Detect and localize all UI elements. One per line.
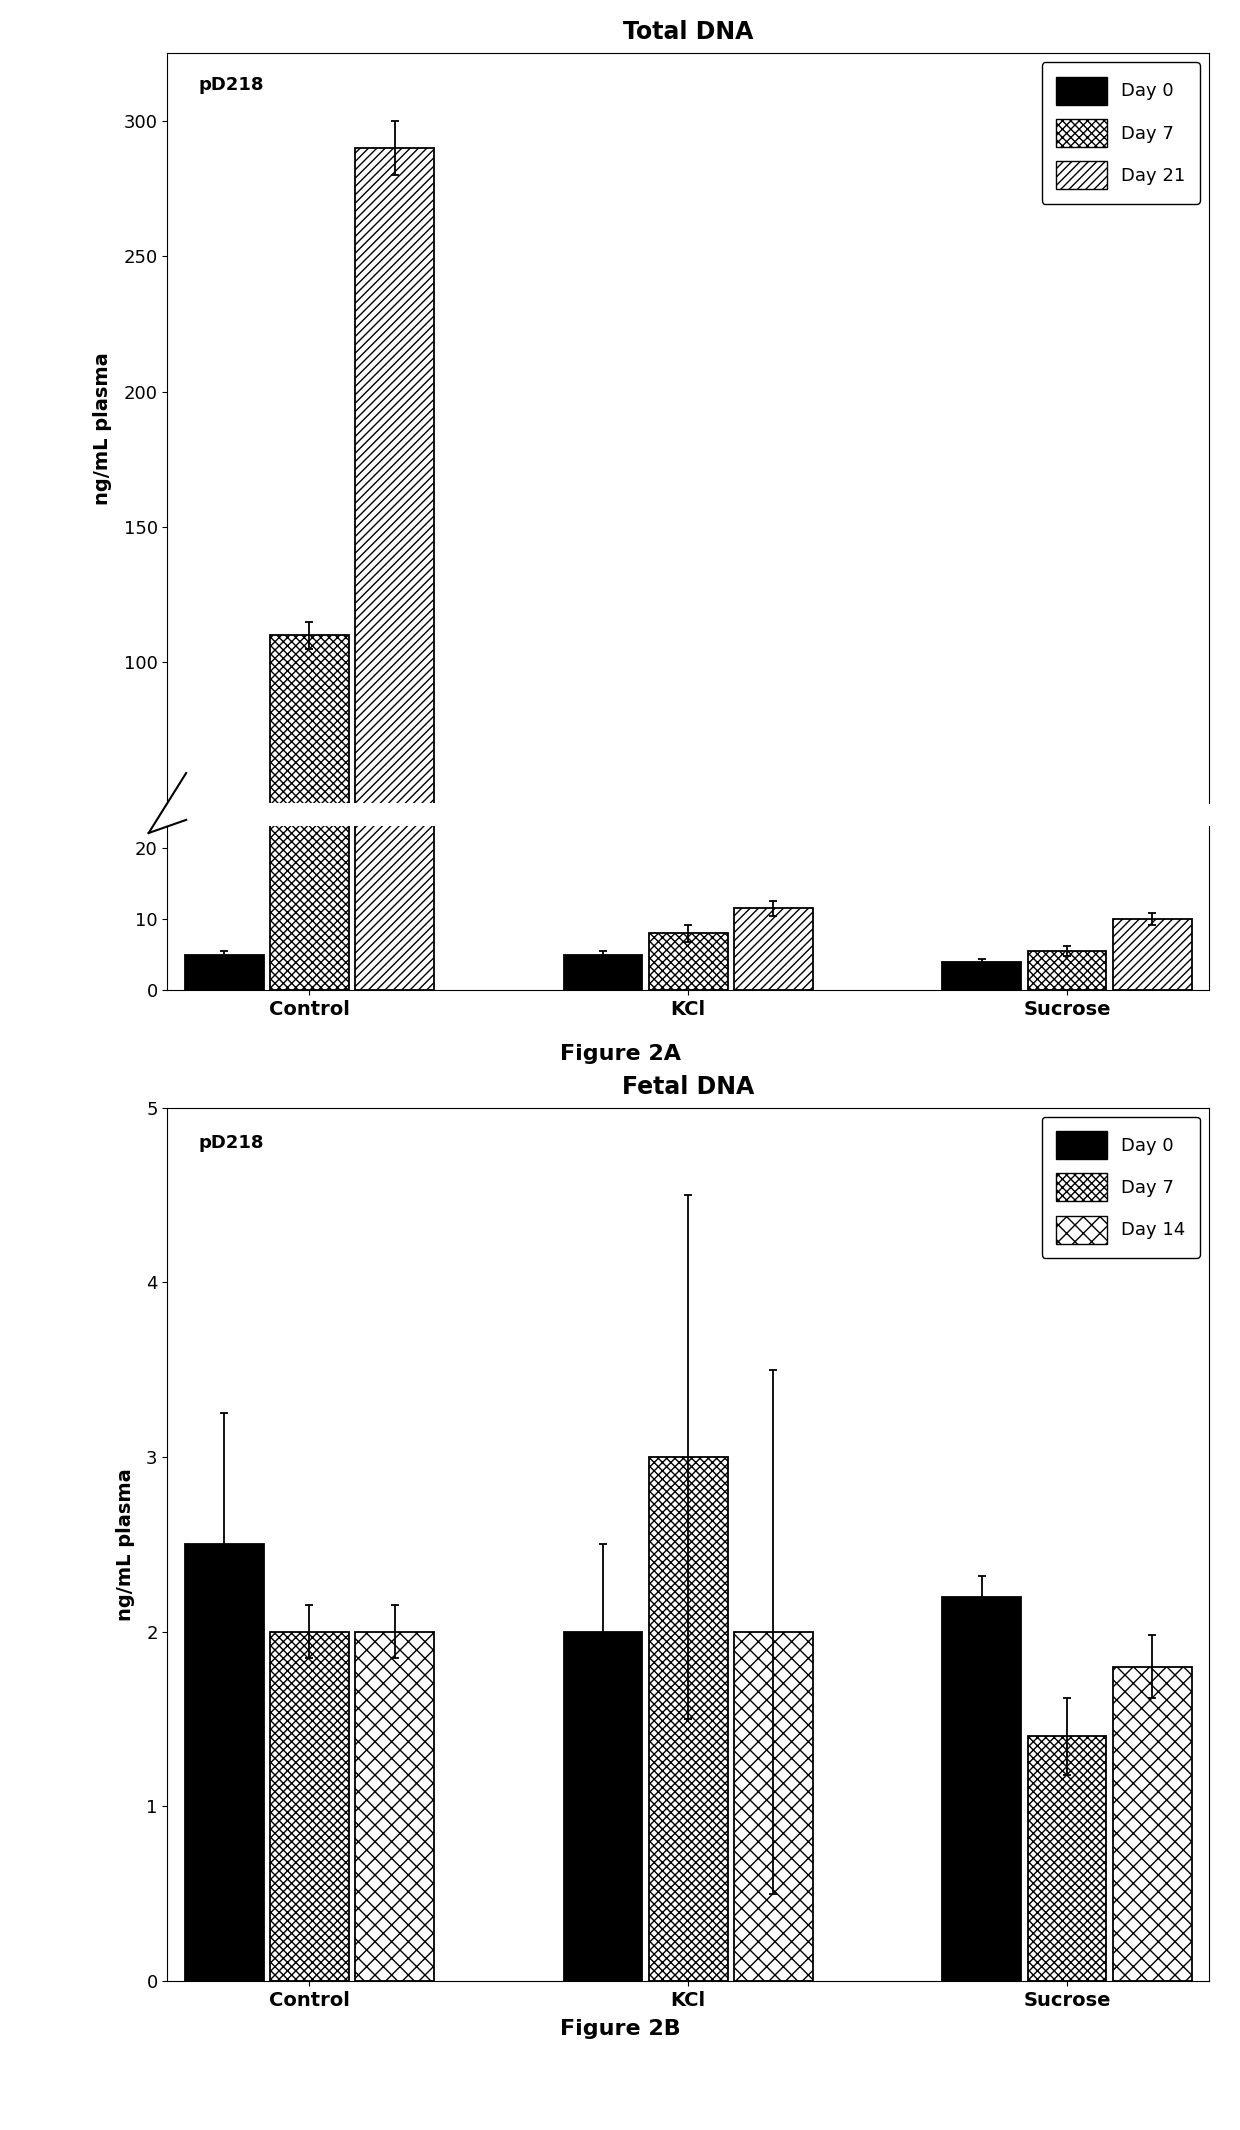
Bar — [563, 954, 642, 990]
Legend: Day 0, Day 7, Day 21: Day 0, Day 7, Day 21 — [1042, 62, 1200, 204]
Bar — [563, 1632, 642, 1981]
Bar — [942, 922, 1022, 933]
Title: Total DNA: Total DNA — [622, 21, 754, 45]
Bar — [563, 920, 642, 933]
Bar — [1112, 1666, 1192, 1981]
Text: Figure 2B: Figure 2B — [559, 2019, 681, 2038]
Text: Figure 2A: Figure 2A — [559, 1044, 681, 1063]
Bar — [1028, 952, 1106, 990]
Bar — [649, 933, 728, 990]
Bar — [185, 954, 264, 990]
Bar — [355, 0, 434, 990]
Bar — [649, 912, 728, 933]
Bar — [734, 901, 813, 933]
Bar — [1028, 918, 1106, 933]
Bar — [734, 910, 813, 990]
Legend: Day 0, Day 7, Day 14: Day 0, Day 7, Day 14 — [1042, 1116, 1200, 1259]
Bar — [355, 1632, 434, 1981]
Bar — [185, 920, 264, 933]
Title: Fetal DNA: Fetal DNA — [622, 1076, 754, 1099]
Y-axis label: ng/mL plasma: ng/mL plasma — [93, 351, 113, 505]
Bar — [942, 1598, 1022, 1981]
Text: pD218: pD218 — [198, 77, 264, 94]
Bar — [270, 1632, 348, 1981]
Bar — [270, 207, 348, 990]
Y-axis label: ng/mL plasma: ng/mL plasma — [117, 1468, 135, 1621]
Bar — [355, 147, 434, 933]
Bar — [270, 635, 348, 933]
Bar — [1028, 1736, 1106, 1981]
Bar — [1112, 920, 1192, 990]
Bar — [942, 963, 1022, 990]
Text: pD218: pD218 — [198, 1133, 264, 1152]
Bar — [185, 1544, 264, 1981]
Bar — [649, 1457, 728, 1981]
Bar — [734, 1632, 813, 1981]
Bar — [1112, 905, 1192, 933]
